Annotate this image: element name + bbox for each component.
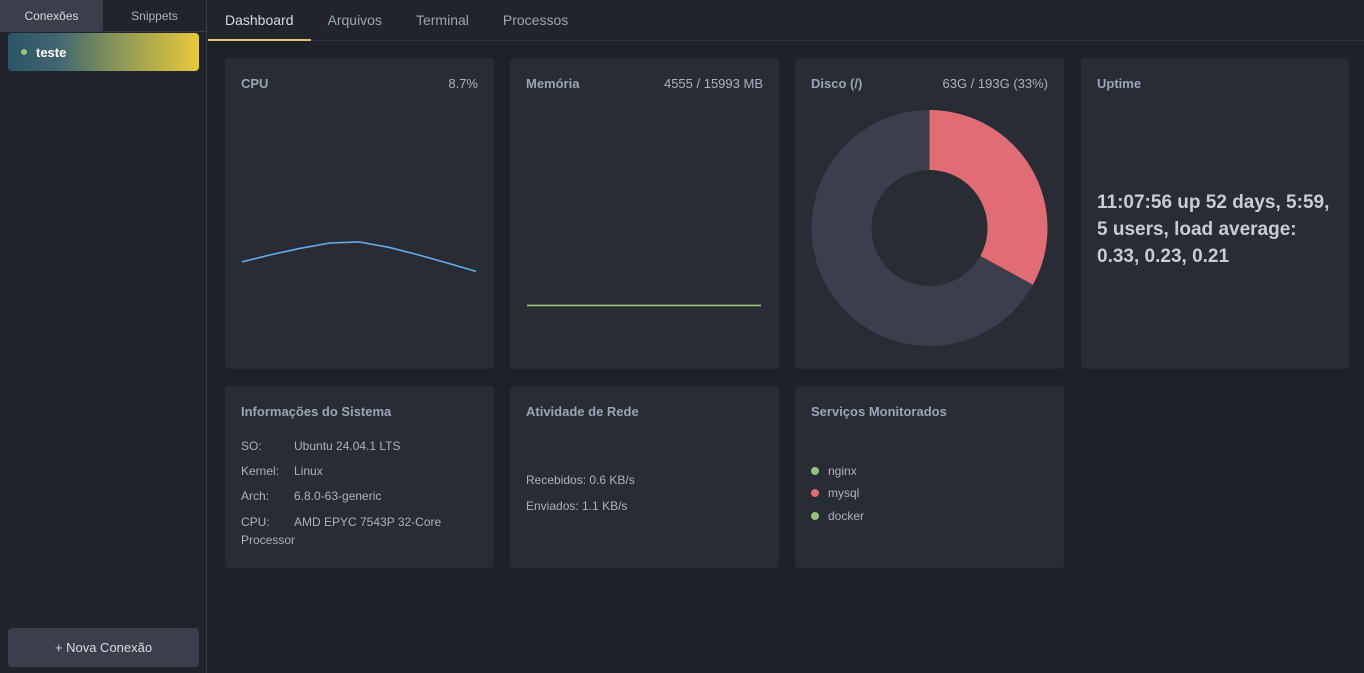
info-row-kernel: Kernel: Linux: [241, 464, 323, 478]
cpu-chart: [241, 241, 477, 273]
disk-slice-livre: [811, 110, 1033, 346]
uptime-title: Uptime: [1097, 76, 1142, 91]
service-status-dot: [811, 512, 819, 520]
uptime-card: Uptime 11:07:56 up 52 days, 5:59, 5 user…: [1081, 58, 1349, 369]
info-key: SO:: [241, 439, 262, 453]
info-value: Ubuntu 24.04.1 LTS: [294, 439, 401, 453]
service-name: mysql: [828, 486, 860, 500]
info-row-cpu: CPU: AMD EPYC 7543P 32-Core Processor: [241, 513, 461, 549]
connection-status-dot: [21, 49, 27, 55]
tab-snippets[interactable]: Snippets: [131, 8, 178, 23]
memory-value: 4555 / 15993 MB: [663, 76, 763, 91]
info-value: 6.8.0-63-generic: [294, 489, 382, 503]
services-title: Serviços Monitorados: [811, 404, 947, 419]
new-connection-button[interactable]: + Nova Conexão: [8, 628, 199, 667]
memory-chart: [527, 304, 761, 307]
disk-chart: [811, 110, 1048, 346]
info-key: Arch:: [241, 489, 270, 503]
service-name: nginx: [828, 464, 857, 478]
top-tabs: Dashboard Arquivos Terminal Processos: [208, 0, 1364, 41]
cpu-title: CPU: [241, 76, 269, 91]
sent-label: Enviados:: [526, 499, 579, 513]
tab-conexoes[interactable]: Conexões: [0, 0, 103, 31]
sent-value: 1.1 KB/s: [582, 499, 628, 513]
sidebar: Conexões Snippets teste + Nova Conexão: [0, 0, 207, 673]
sidebar-tabs: Conexões Snippets: [0, 0, 206, 32]
memory-title: Memória: [526, 76, 580, 91]
service-name: docker: [828, 509, 865, 523]
service-status-dot: [811, 467, 819, 475]
tab-dashboard[interactable]: Dashboard: [208, 0, 311, 41]
network-received: Recebidos: 0.6 KB/s: [526, 473, 635, 487]
uptime-text: 11:07:56 up 52 days, 5:59, 5 users, load…: [1097, 192, 1330, 267]
cpu-series-line: [241, 241, 477, 273]
main-area: Dashboard Arquivos Terminal Processos CP…: [208, 0, 1364, 673]
disk-slice-usado: [929, 110, 1048, 285]
service-item-nginx: nginx: [811, 464, 857, 478]
cpu-value: 8.7%: [448, 76, 478, 91]
network-title: Atividade de Rede: [526, 404, 639, 419]
tab-processos[interactable]: Processos: [502, 12, 569, 28]
disk-value: 63G / 193G (33%): [942, 76, 1049, 91]
tab-terminal[interactable]: Terminal: [415, 12, 469, 28]
info-key: Kernel:: [241, 464, 280, 478]
disk-title: Disco (/): [811, 76, 863, 91]
memory-card: Memória 4555 / 15993 MB: [510, 58, 779, 369]
received-value: 0.6 KB/s: [589, 473, 635, 487]
cpu-card: CPU 8.7%: [225, 58, 494, 369]
received-label: Recebidos:: [526, 473, 587, 487]
service-status-dot: [811, 489, 819, 497]
connection-label: teste: [36, 44, 67, 60]
info-row-arch: Arch: 6.8.0-63-generic: [241, 489, 381, 503]
service-item-docker: docker: [811, 509, 864, 523]
network-card: Atividade de Rede Recebidos: 0.6 KB/s En…: [510, 386, 779, 568]
system-info-card: Informações do Sistema SO: Ubuntu 24.04.1…: [225, 386, 494, 568]
connection-item-teste[interactable]: teste: [8, 33, 199, 71]
tab-arquivos[interactable]: Arquivos: [327, 12, 382, 28]
service-item-mysql: mysql: [811, 486, 859, 500]
network-sent: Enviados: 1.1 KB/s: [526, 499, 627, 513]
info-value: AMD EPYC 7543P 32-Core Processor: [241, 515, 442, 547]
dashboard-content: CPU 8.7% Memória 4555 / 15993 MB Disco (…: [208, 41, 1364, 673]
system-info-title: Informações do Sistema: [241, 404, 392, 419]
info-row-so: SO: Ubuntu 24.04.1 LTS: [241, 439, 401, 453]
services-card: Serviços Monitorados nginx mysql docker: [795, 386, 1064, 568]
disk-card: Disco (/) 63G / 193G (33%): [795, 58, 1064, 369]
info-value: Linux: [294, 464, 323, 478]
info-key: CPU:: [241, 515, 270, 529]
